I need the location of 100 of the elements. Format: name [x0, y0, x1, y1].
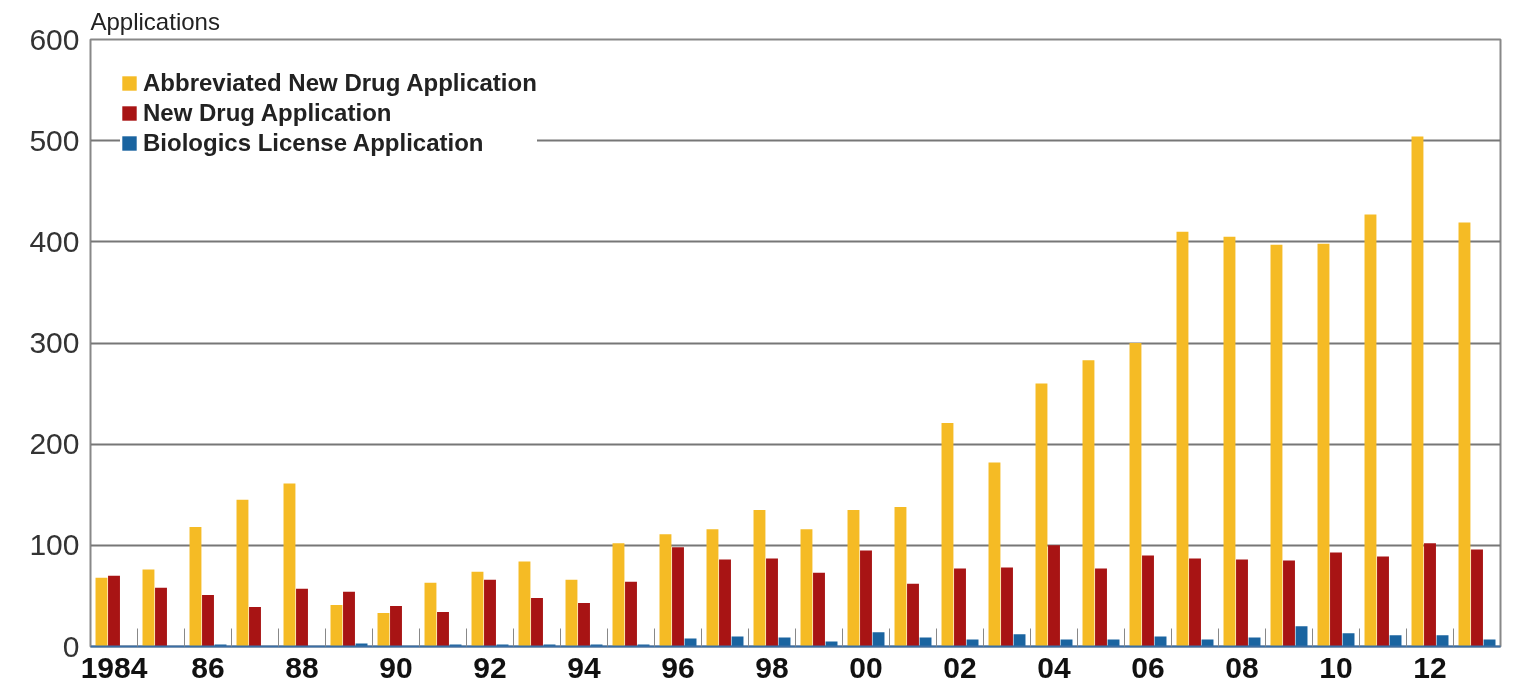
bar [1129, 343, 1142, 647]
bar [1060, 639, 1073, 647]
bar [1082, 360, 1095, 647]
bar [1389, 635, 1402, 647]
bar [518, 561, 531, 647]
bar [1377, 556, 1389, 647]
y-tick-label: 100 [29, 528, 80, 562]
bar [249, 607, 261, 647]
y-tick-label: 200 [29, 427, 80, 461]
bar [471, 571, 484, 647]
bar [1176, 231, 1189, 647]
bar [1223, 236, 1236, 647]
bar [1201, 639, 1214, 647]
bar [1001, 567, 1013, 647]
bar [214, 644, 227, 647]
bar [296, 588, 308, 647]
x-tick-label: 04 [1037, 650, 1071, 684]
bar [1048, 545, 1060, 647]
bar [1095, 568, 1107, 647]
bar [672, 547, 684, 647]
bar [625, 581, 637, 647]
x-tick-label: 12 [1413, 650, 1447, 684]
bar [1411, 136, 1424, 647]
bar [1270, 244, 1283, 647]
bar [778, 637, 791, 647]
bar [684, 638, 697, 647]
bar [1248, 637, 1261, 647]
bar [543, 644, 556, 647]
bar [1236, 559, 1248, 647]
x-tick-label: 98 [755, 650, 789, 684]
bar [612, 543, 625, 647]
bar [1483, 639, 1496, 647]
bar [800, 529, 813, 647]
bar [390, 606, 402, 647]
y-tick-label: 0 [62, 629, 80, 663]
bar [894, 506, 907, 647]
bar [496, 644, 509, 647]
bar [95, 577, 108, 647]
bar [565, 579, 578, 647]
chart-title: Applications [90, 7, 220, 35]
bar [706, 529, 719, 647]
bar [941, 422, 954, 647]
bar [753, 509, 766, 647]
bar [590, 644, 603, 647]
bar [1107, 639, 1120, 647]
bar [1330, 552, 1342, 647]
bar [1189, 558, 1201, 647]
x-tick-label: 08 [1225, 650, 1259, 684]
bar [1458, 222, 1471, 647]
bar [659, 534, 672, 647]
x-tick-label: 96 [661, 650, 695, 684]
bar [1424, 543, 1436, 647]
bar [343, 591, 355, 647]
bar [637, 644, 650, 647]
bar [142, 569, 155, 647]
x-tick-label: 02 [943, 650, 977, 684]
bar [966, 639, 979, 647]
bar [283, 483, 296, 647]
bar [1471, 549, 1483, 647]
bar [1364, 214, 1377, 647]
bar [531, 597, 543, 647]
bar [1154, 636, 1167, 647]
bar [872, 632, 885, 647]
bar [155, 587, 167, 647]
bar [847, 509, 860, 647]
x-tick-label: 00 [849, 650, 883, 684]
bar [1317, 243, 1330, 647]
y-tick-label: 300 [29, 326, 80, 359]
y-tick-label: 500 [29, 123, 80, 157]
bar [424, 582, 437, 647]
bar [825, 641, 838, 647]
y-tick-label: 600 [29, 22, 80, 56]
bar [988, 462, 1001, 647]
bar [484, 579, 496, 647]
x-tick-label: 06 [1131, 650, 1165, 684]
x-tick-label: 88 [285, 650, 319, 684]
bar [719, 559, 731, 647]
bar [731, 636, 744, 647]
x-tick-label: 90 [379, 650, 413, 684]
bar [189, 527, 202, 647]
y-tick-label: 400 [29, 224, 80, 258]
legend-label: Abbreviated New Drug Application [143, 69, 537, 97]
bar [377, 613, 390, 647]
bar [236, 499, 249, 647]
bar [355, 643, 368, 647]
bar [860, 550, 872, 647]
bar [954, 568, 966, 647]
bar [919, 637, 932, 647]
bar [1342, 633, 1355, 647]
bar [1283, 560, 1295, 647]
bar [1142, 555, 1154, 647]
bar [1295, 626, 1308, 647]
legend-label: New Drug Application [143, 99, 392, 127]
bar [202, 594, 214, 647]
bar [907, 583, 919, 647]
x-tick-label: 10 [1319, 650, 1353, 684]
bar [1013, 634, 1026, 647]
bar [108, 575, 120, 647]
bar [437, 612, 449, 647]
bar [1436, 635, 1449, 647]
